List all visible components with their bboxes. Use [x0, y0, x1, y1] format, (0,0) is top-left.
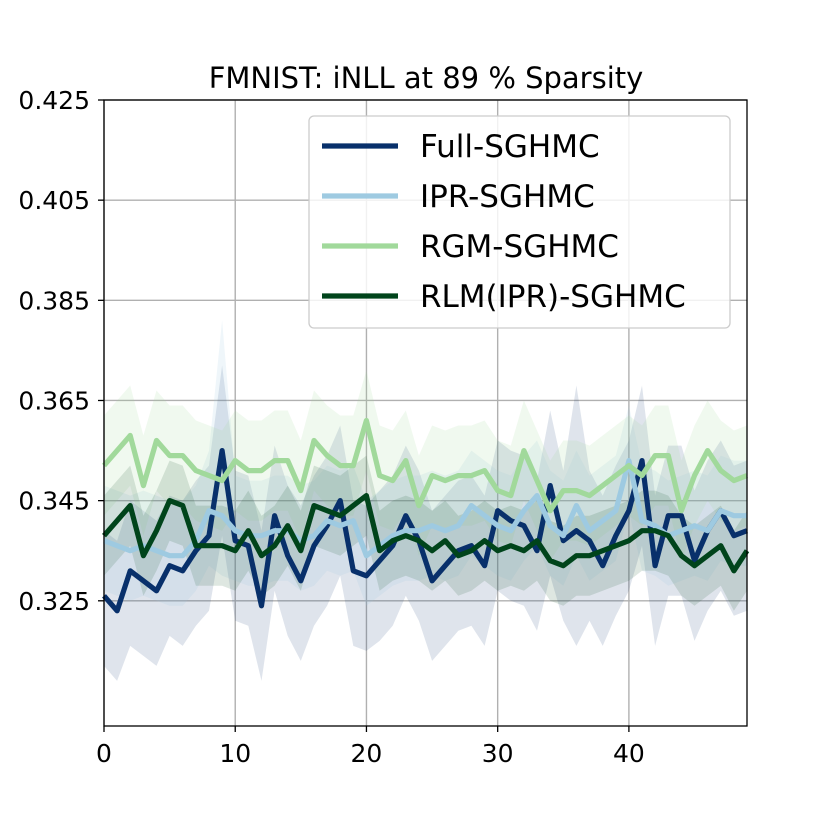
y-tick-label: 0.345 [18, 487, 90, 516]
y-tick-label: 0.425 [18, 86, 90, 115]
confidence-bands [104, 320, 747, 681]
series-lines [102, 417, 750, 614]
x-tick-label: 0 [96, 739, 112, 768]
legend-label: RLM(IPR)-SGHMC [420, 279, 686, 315]
legend: Full-SGHMC IPR-SGHMC RGM-SGHMC RLM(IPR)-SGH… [308, 115, 731, 329]
confidence-band [104, 370, 747, 561]
x-tick-label: 10 [219, 739, 251, 768]
plot-frame [103, 99, 748, 727]
y-tick-label: 0.325 [18, 587, 90, 616]
series-line [102, 417, 748, 514]
y-tick-label: 0.385 [18, 286, 90, 315]
y-tick-label: 0.365 [18, 386, 90, 415]
series-line [102, 493, 750, 574]
confidence-band [104, 365, 747, 681]
legend-label: RGM-SGHMC [420, 229, 619, 265]
series-line [103, 458, 747, 559]
series-line [102, 448, 748, 614]
legend-label: IPR-SGHMC [420, 179, 595, 215]
legend-label: Full-SGHMC [420, 129, 600, 165]
y-tick-label: 0.405 [18, 186, 90, 215]
x-tick-label: 40 [613, 739, 645, 768]
legend-box [308, 115, 731, 329]
chart-title: FMNIST: iNLL at 89 % Sparsity [209, 61, 644, 95]
x-tick-label: 30 [482, 739, 514, 768]
axis-ticks: 0 10 20 30 40 0.325 0.345 0.365 0.385 0.405 0.425 [18, 86, 644, 768]
x-tick-label: 20 [351, 739, 383, 768]
